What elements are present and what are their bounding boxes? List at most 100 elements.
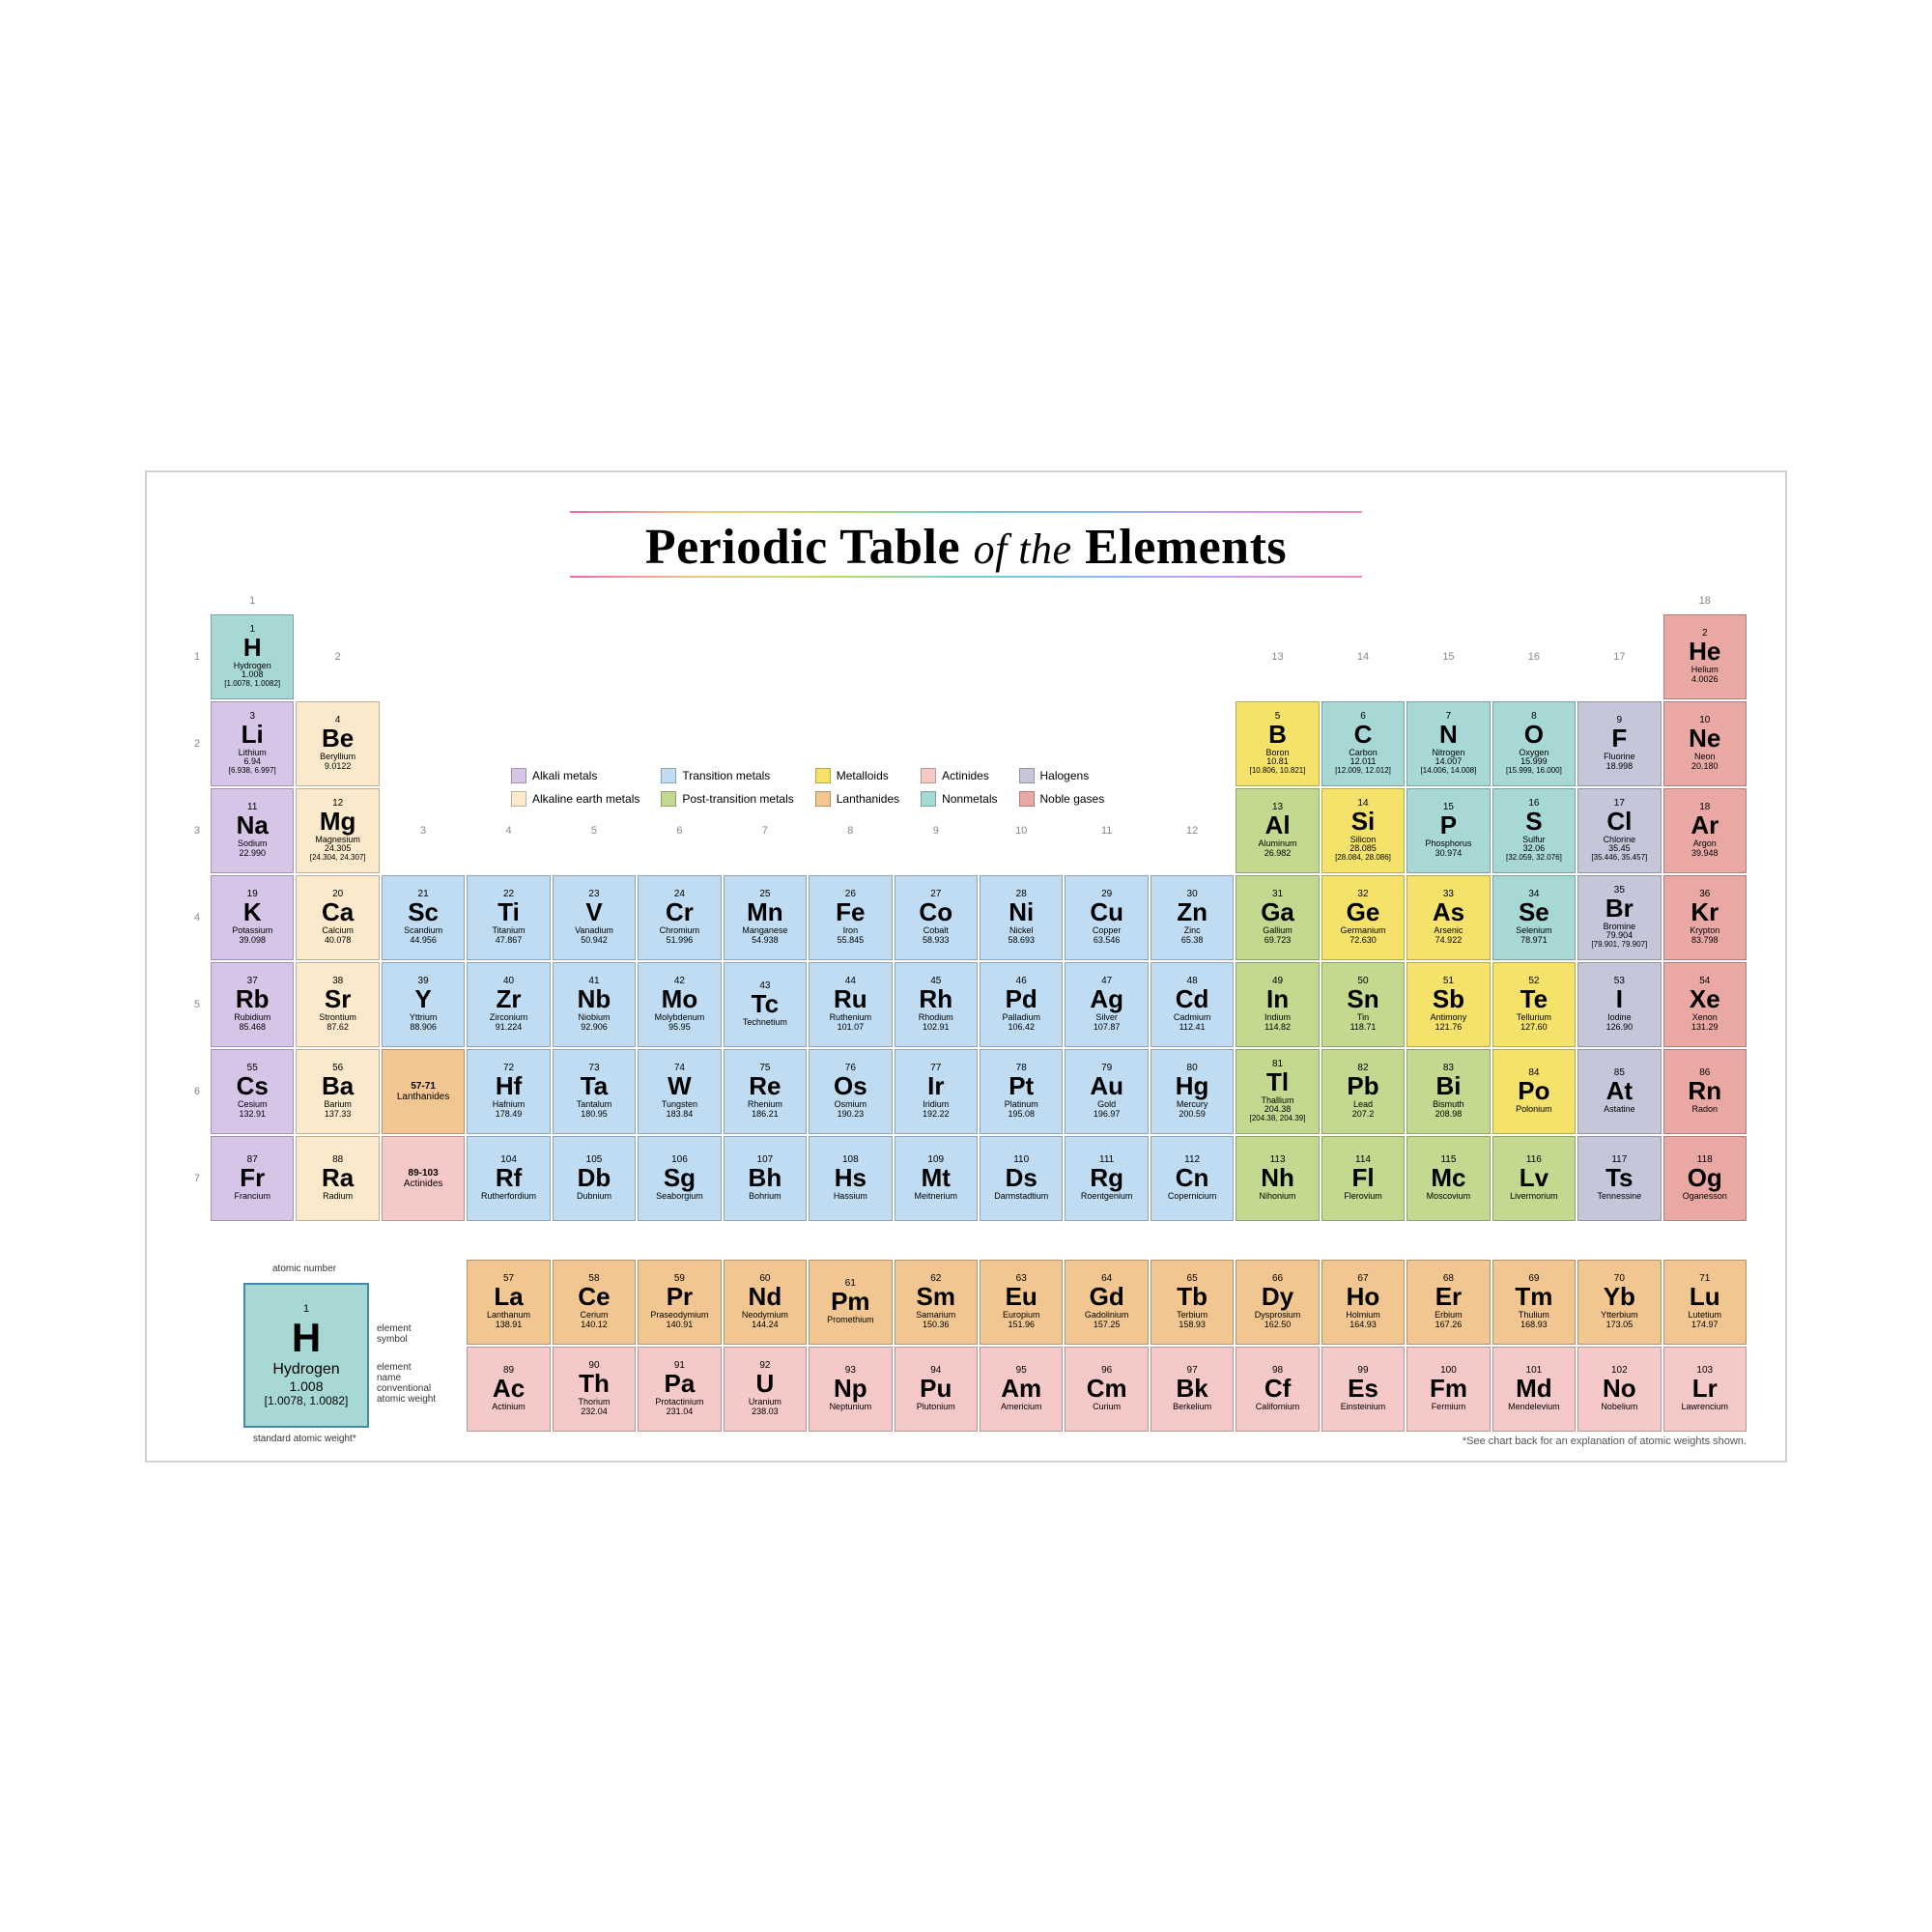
element-cell: 29CuCopper63.546 [1065, 875, 1148, 960]
element-cell: 23VVanadium50.942 [553, 875, 636, 960]
element-cell: 107BhBohrium [724, 1136, 807, 1221]
element-symbol: As [1433, 898, 1464, 926]
element-cell: 14SiSilicon28.085[28.084, 28.086] [1321, 788, 1405, 873]
element-symbol: Er [1435, 1283, 1462, 1311]
atomic-weight: 4.0026 [1691, 675, 1719, 685]
atomic-weight: 30.974 [1435, 849, 1463, 859]
element-cell: 111RgRoentgenium [1065, 1136, 1148, 1221]
atomic-weight: 65.38 [1181, 936, 1204, 946]
element-cell: 20CaCalcium40.078 [296, 875, 379, 960]
element-symbol: Nd [749, 1283, 782, 1311]
element-cell: 58CeCerium140.12 [553, 1260, 636, 1345]
element-name: Meitnerium [915, 1192, 958, 1202]
element-symbol: Sm [917, 1283, 955, 1311]
atomic-weight: 39.948 [1691, 849, 1719, 859]
legend-swatch [511, 768, 526, 783]
element-cell: 65TbTerbium158.93 [1151, 1260, 1234, 1345]
element-symbol: Sn [1347, 985, 1378, 1013]
element-cell: 100FmFermium [1406, 1347, 1490, 1432]
element-cell: 1HHydrogen1.008[1.0078, 1.0082] [211, 614, 294, 699]
atomic-weight: 158.93 [1179, 1321, 1206, 1330]
atomic-weight: 196.97 [1094, 1110, 1121, 1120]
atomic-weight: 174.97 [1691, 1321, 1719, 1330]
element-cell: 7NNitrogen14.007[14.006, 14.008] [1406, 701, 1490, 786]
element-symbol: La [494, 1283, 523, 1311]
element-cell: 3LiLithium6.94[6.938, 6.997] [211, 701, 294, 786]
element-cell: 87FrFrancium [211, 1136, 294, 1221]
element-name: Nihonium [1260, 1192, 1296, 1202]
element-symbol: Rb [236, 985, 270, 1013]
element-cell: 42MoMolybdenum95.95 [638, 962, 721, 1047]
row-number: 4 [185, 875, 209, 960]
element-cell: 70YbYtterbium173.05 [1577, 1260, 1661, 1345]
atomic-weight: 162.50 [1264, 1321, 1292, 1330]
atomic-weight: 157.25 [1094, 1321, 1121, 1330]
element-cell: 77IrIridium192.22 [895, 1049, 978, 1134]
element-symbol: O [1524, 721, 1544, 749]
atomic-weight: 92.906 [581, 1023, 608, 1033]
category-legend: Alkali metalsTransition metalsMetalloids… [382, 701, 1234, 873]
element-cell: 97BkBerkelium [1151, 1347, 1234, 1432]
row-number: 1 [185, 614, 209, 699]
atomic-weight: 121.76 [1435, 1023, 1463, 1033]
key-wt2: [1.0078, 1.0082] [265, 1394, 349, 1407]
atomic-weight: 91.224 [496, 1023, 523, 1033]
element-cell: 117TsTennessine [1577, 1136, 1661, 1221]
element-symbol: No [1603, 1375, 1636, 1403]
atomic-weight: 238.03 [752, 1407, 779, 1417]
element-cell: 22TiTitanium47.867 [467, 875, 550, 960]
atomic-weight: 207.2 [1352, 1110, 1375, 1120]
key-wt: 1.008 [289, 1378, 323, 1394]
atomic-weight: 95.95 [668, 1023, 691, 1033]
element-symbol: Ra [322, 1164, 354, 1192]
element-name: Copernicium [1168, 1192, 1217, 1202]
element-cell: 54XeXenon131.29 [1663, 962, 1747, 1047]
element-symbol: Fr [240, 1164, 265, 1192]
atomic-weight: 83.798 [1691, 936, 1719, 946]
element-symbol: Am [1001, 1375, 1041, 1403]
element-cell: 116LvLivermorium [1492, 1136, 1576, 1221]
atomic-weight: 87.62 [327, 1023, 349, 1033]
element-symbol: Cs [237, 1072, 269, 1100]
element-symbol: Mo [662, 985, 698, 1013]
legend-swatch [661, 768, 676, 783]
element-symbol: Br [1605, 895, 1634, 923]
element-symbol: Ds [1006, 1164, 1037, 1192]
atomic-weight: 186.21 [752, 1110, 779, 1120]
atomic-weight: 101.07 [838, 1023, 865, 1033]
element-cell: 86RnRadon [1663, 1049, 1747, 1134]
element-symbol: Ne [1689, 724, 1720, 753]
element-cell: 106SgSeaborgium [638, 1136, 721, 1221]
row-number: 7 [185, 1136, 209, 1221]
element-cell: 2HeHelium4.0026 [1663, 614, 1747, 699]
element-cell: 15PPhosphorus30.974 [1406, 788, 1490, 873]
element-name: Moscovium [1427, 1192, 1471, 1202]
atomic-weight: 178.49 [496, 1110, 523, 1120]
standard-weight: [79.901, 79.907] [1591, 941, 1647, 950]
element-cell: 75ReRhenium186.21 [724, 1049, 807, 1134]
element-symbol: Pu [920, 1375, 952, 1403]
legend-label: Noble gases [1040, 792, 1105, 806]
element-cell: 61PmPromethium [809, 1260, 892, 1345]
legend-item: Actinides [921, 768, 997, 783]
element-cell: 57LaLanthanum138.91 [467, 1260, 550, 1345]
element-symbol: Lv [1520, 1164, 1548, 1192]
legend-item: Nonmetals [921, 791, 997, 807]
element-cell: 45RhRhodium102.91 [895, 962, 978, 1047]
legend-label: Metalloids [837, 769, 889, 782]
element-cell: 84PoPolonium [1492, 1049, 1576, 1134]
element-symbol: Nb [578, 985, 611, 1013]
key-label-wt2: standard atomic weight* [253, 1434, 356, 1444]
element-cell: 9FFluorine18.998 [1577, 701, 1661, 786]
atomic-weight: 69.723 [1264, 936, 1292, 946]
element-symbol: Na [237, 811, 269, 839]
periodic-table-poster: Periodic Table of the Elements 123456789… [145, 470, 1787, 1463]
element-symbol: Ag [1090, 985, 1123, 1013]
row-number: 6 [185, 1049, 209, 1134]
element-cell: 38SrStrontium87.62 [296, 962, 379, 1047]
element-name: Curium [1093, 1403, 1121, 1412]
periodic-table-grid: 1234567891011121314151617181234567Alkali… [185, 589, 1747, 1432]
atomic-weight: 200.59 [1179, 1110, 1206, 1120]
element-cell: 11NaSodium22.990 [211, 788, 294, 873]
element-symbol: Cf [1264, 1375, 1291, 1403]
